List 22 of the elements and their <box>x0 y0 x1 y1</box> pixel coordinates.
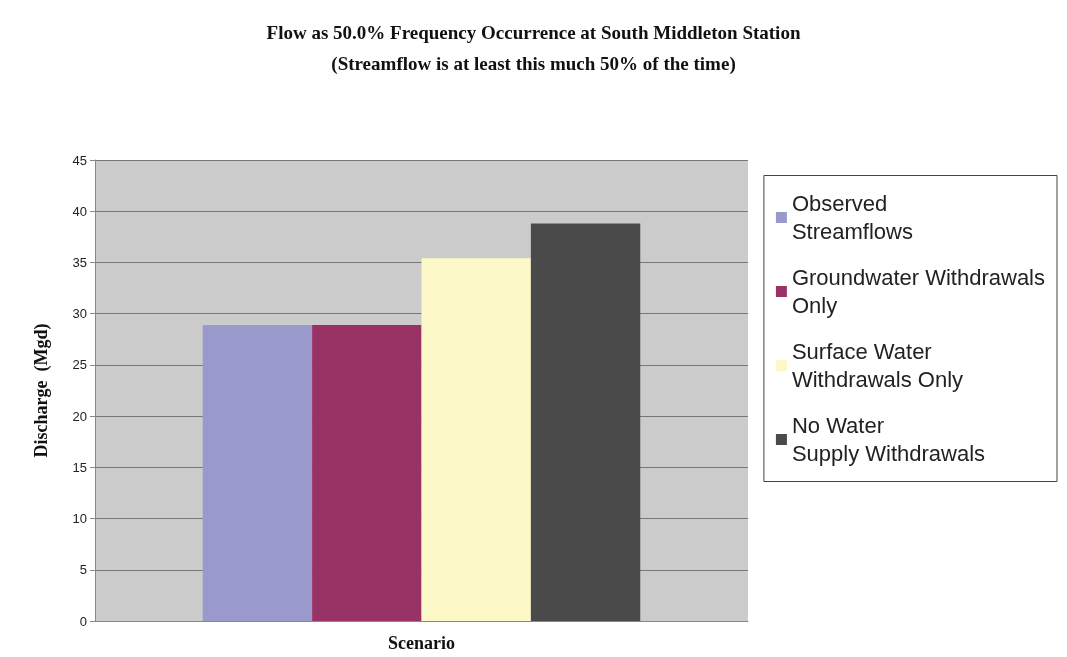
bar <box>530 223 641 622</box>
y-axis-title: Discharge (Mgd) <box>31 323 52 458</box>
legend-label: Surface Water Withdrawals Only <box>791 339 964 392</box>
x-axis-title: Scenario <box>388 633 455 653</box>
bar <box>312 324 422 622</box>
bar <box>202 324 313 622</box>
chart-subtitle: (Streamflow is at least this much 50% of the time) <box>331 53 736 75</box>
y-tick-label: 25 <box>72 357 87 373</box>
y-tick-label: 40 <box>72 203 87 219</box>
y-tick-label: 30 <box>72 306 87 322</box>
y-tick-label: 35 <box>72 254 87 270</box>
legend-label: Observed Streamflows <box>791 191 913 244</box>
y-tick-label: 45 <box>72 152 87 168</box>
y-tick-label: 20 <box>72 408 87 424</box>
y-tick-label: 10 <box>72 511 87 527</box>
legend-label: Groundwater Withdrawals Only <box>791 265 1046 318</box>
y-tick-label: 15 <box>72 459 87 475</box>
legend-label: No Water Supply Withdrawals <box>791 413 986 466</box>
bar <box>421 258 531 622</box>
y-tick-label: 5 <box>79 562 87 578</box>
chart-title: Flow as 50.0% Frequency Occurrence at South Middleton Station <box>266 22 801 43</box>
y-tick-label: 0 <box>79 613 87 629</box>
